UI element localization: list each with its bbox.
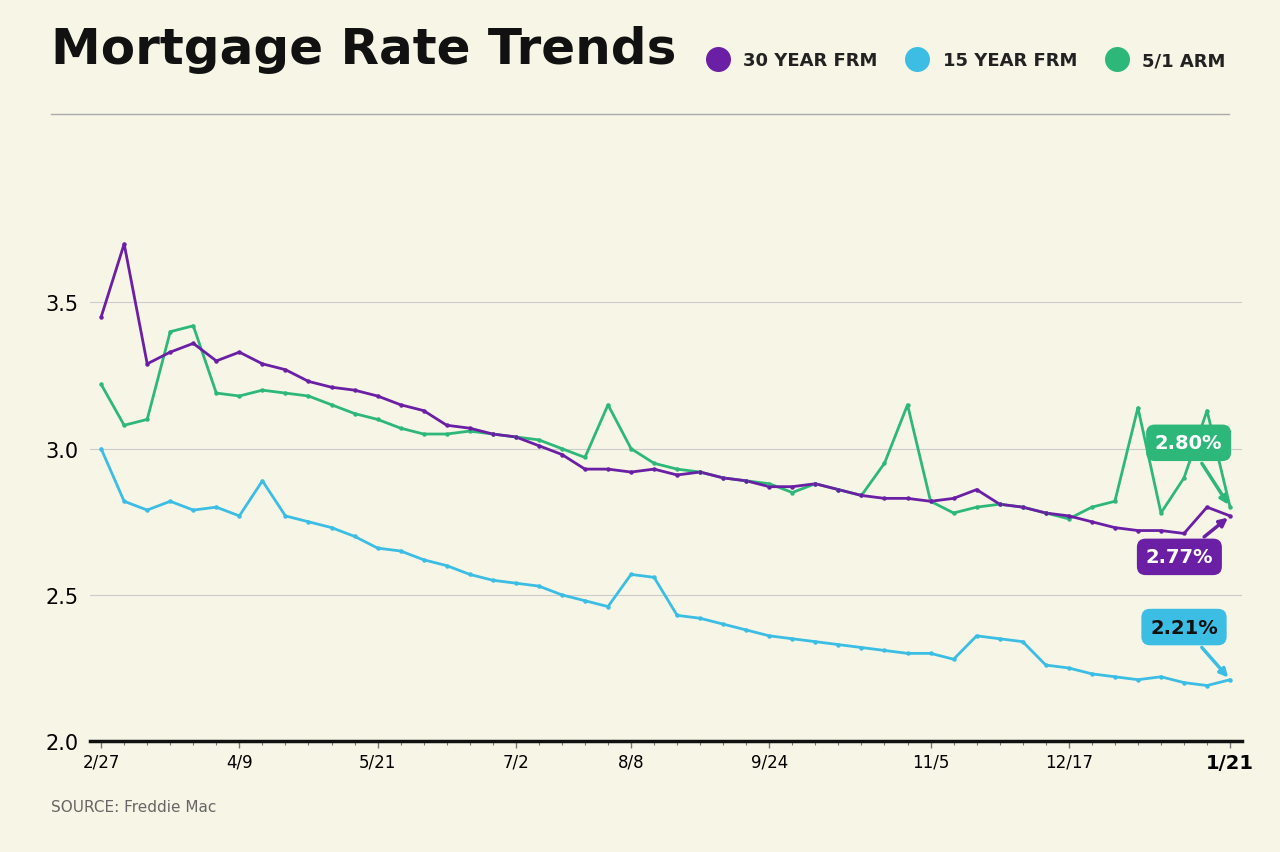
Text: SOURCE: Freddie Mac: SOURCE: Freddie Mac (51, 798, 216, 814)
Text: 2.21%: 2.21% (1151, 618, 1226, 675)
Text: 2.77%: 2.77% (1146, 521, 1225, 567)
Text: 2.80%: 2.80% (1155, 434, 1226, 502)
Text: Mortgage Rate Trends: Mortgage Rate Trends (51, 26, 677, 73)
Legend: 30 YEAR FRM, 15 YEAR FRM, 5/1 ARM: 30 YEAR FRM, 15 YEAR FRM, 5/1 ARM (692, 45, 1233, 78)
